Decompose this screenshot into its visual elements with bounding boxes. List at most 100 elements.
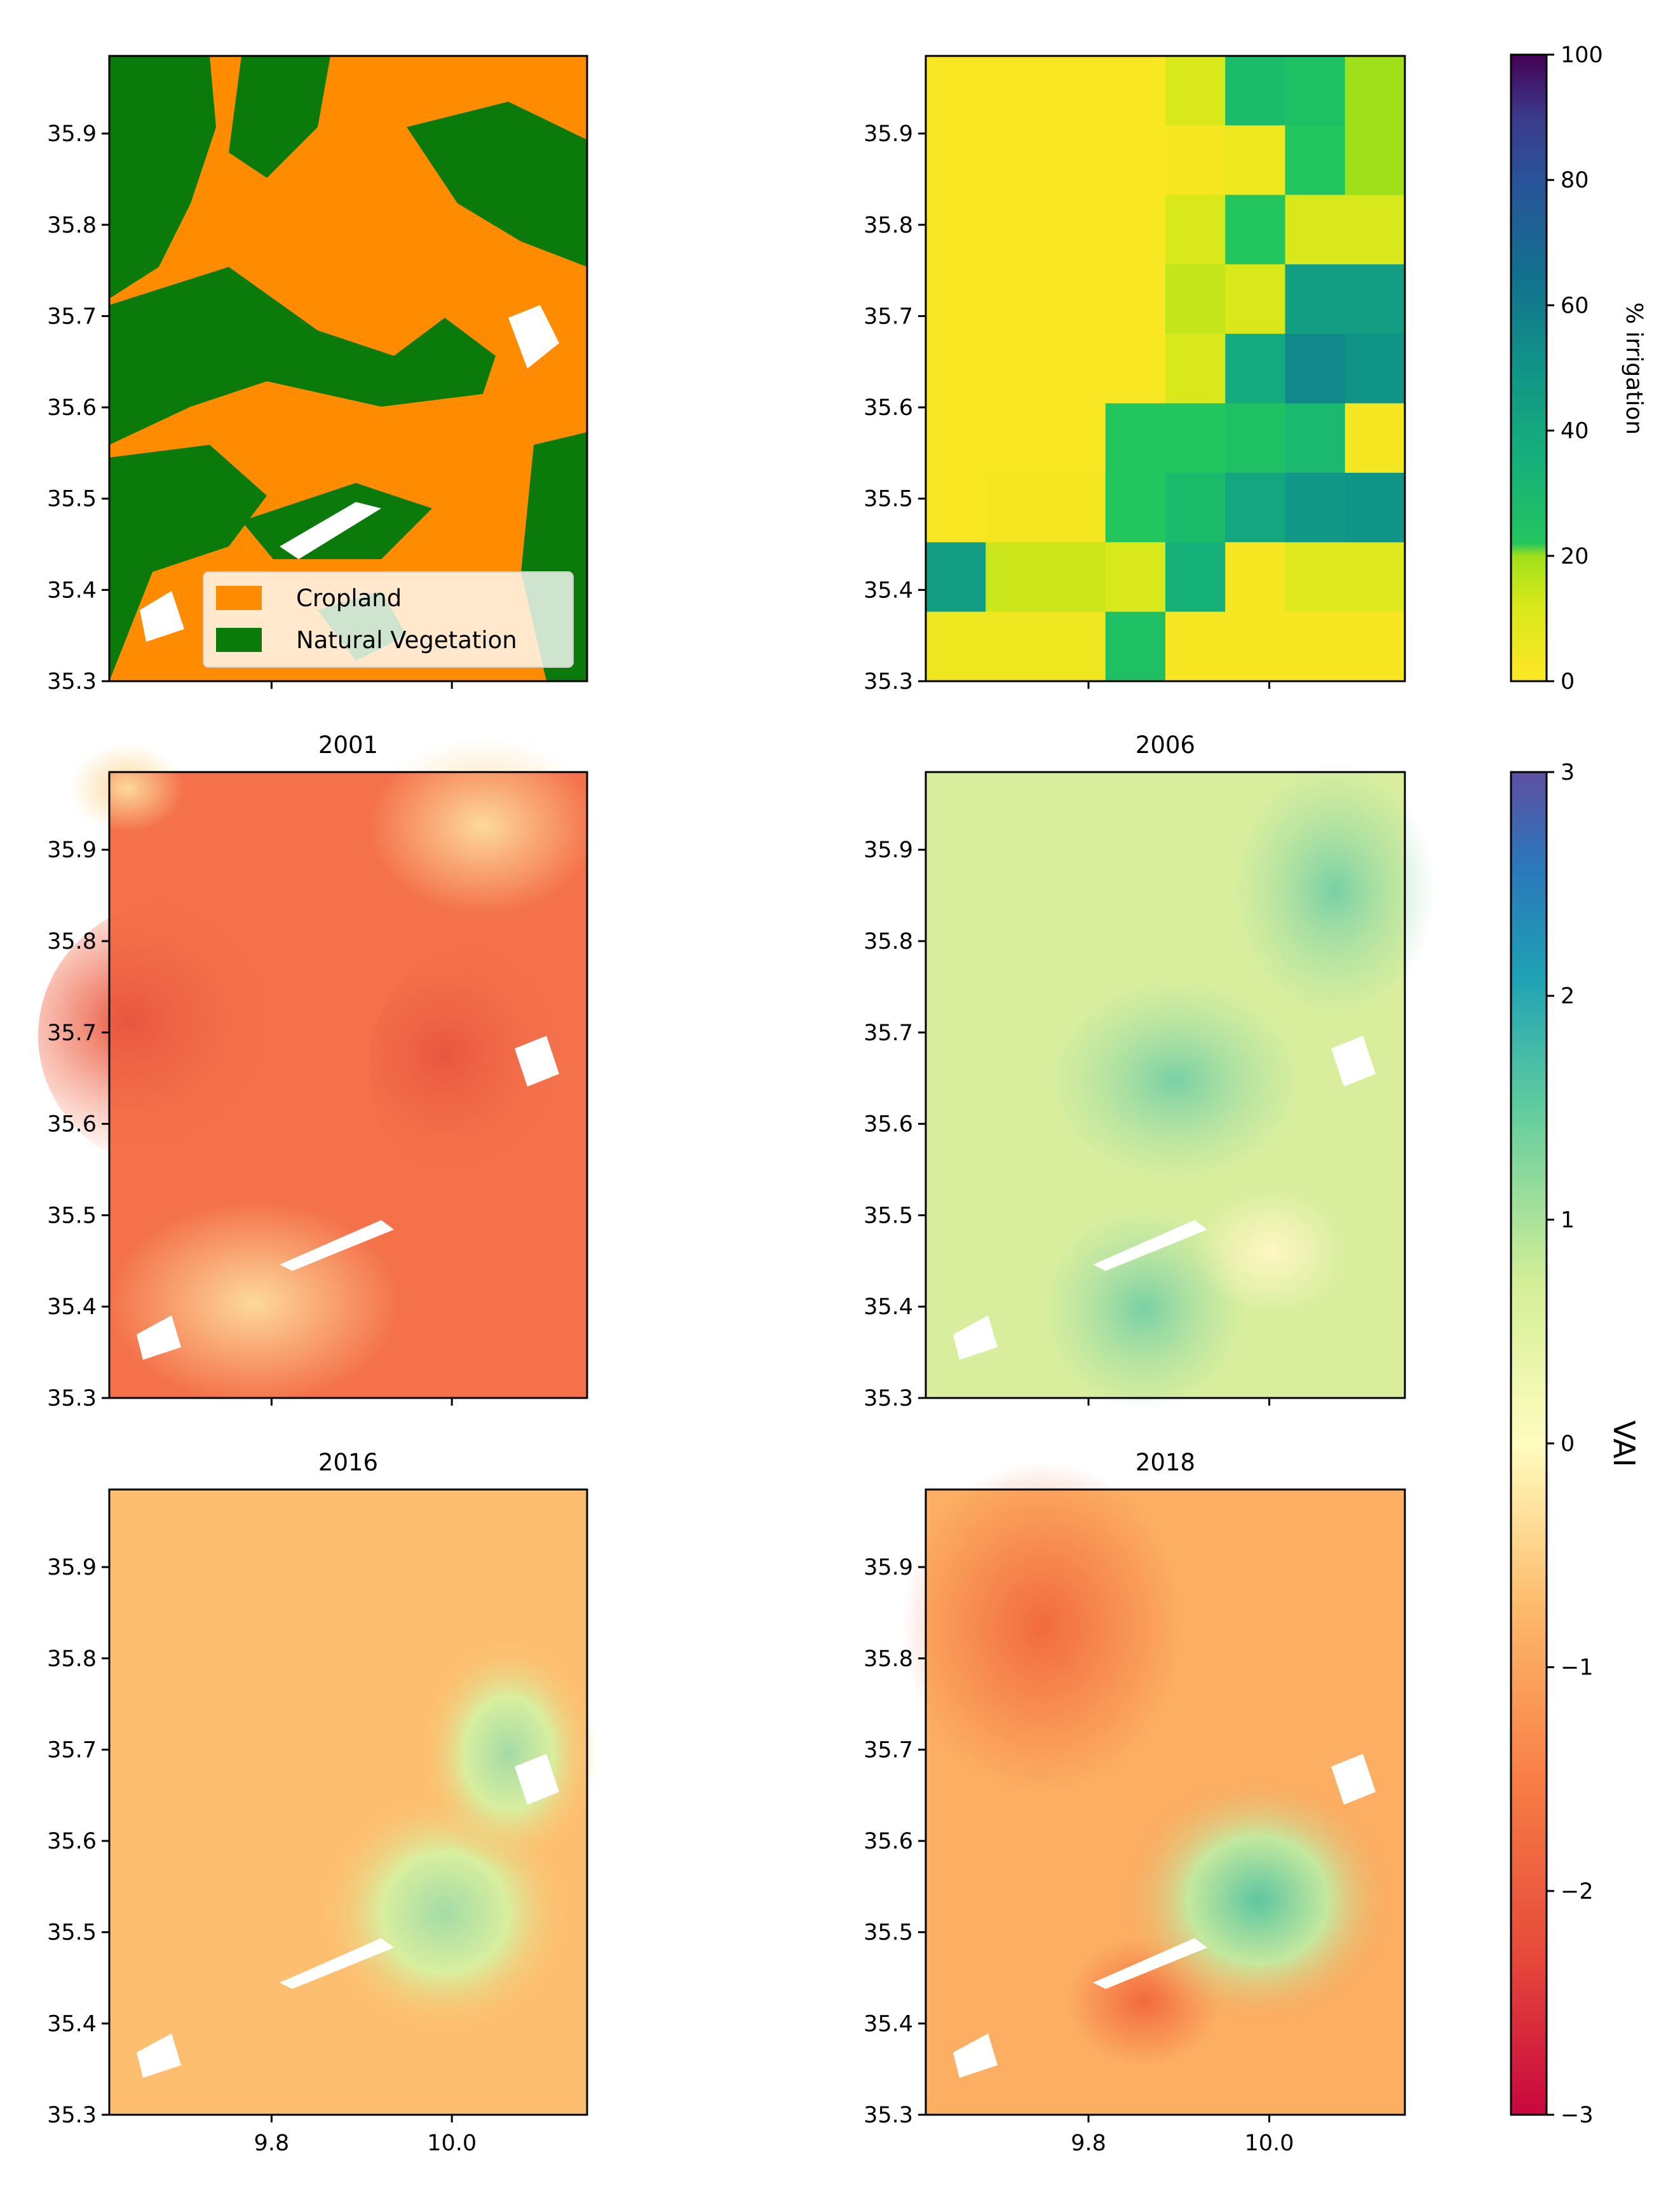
x-tick-label: 9.8	[1071, 2131, 1106, 2156]
nodata-patch	[515, 1754, 559, 1805]
irrigation-cell	[1225, 125, 1286, 196]
vai-blob	[1048, 979, 1303, 1182]
axes-frame	[925, 55, 1406, 682]
irrigation-cell	[1045, 334, 1106, 404]
y-tick-label: 35.6	[47, 1829, 97, 1854]
irrigation-cell	[1225, 403, 1286, 473]
irrigation-cell	[1345, 611, 1406, 682]
irrigation-cell	[1165, 542, 1226, 613]
axes-frame	[925, 771, 1406, 1399]
irrigation-cell	[1165, 194, 1226, 265]
irrigation-cell	[1345, 473, 1406, 543]
irrigation-cell	[986, 542, 1047, 613]
irrigation-cell	[1045, 194, 1106, 265]
nodata-patch	[280, 1938, 394, 1989]
irrigation-cell	[1285, 473, 1346, 543]
nodata-patch	[280, 1220, 394, 1271]
irrigation-cell	[1285, 334, 1346, 404]
irrigation-cell	[926, 334, 986, 404]
nodata-patch	[1093, 1220, 1207, 1271]
natveg-patch	[109, 267, 496, 445]
colorbar-tick-label: 1	[1561, 1207, 1575, 1233]
irrigation-cell	[1345, 125, 1406, 196]
nodata-patch	[953, 1315, 998, 1360]
y-tick-label: 35.3	[47, 2103, 97, 2128]
nodata-patch	[137, 1315, 181, 1360]
panel-irrigation	[925, 55, 1406, 682]
irrigation-cell	[1225, 194, 1286, 265]
irrigation-cell	[926, 542, 986, 613]
y-tick-label: 35.4	[47, 1294, 97, 1320]
irrigation-cell	[1165, 403, 1226, 473]
legend-swatch-natveg	[216, 628, 262, 652]
irrigation-cell	[1105, 334, 1166, 404]
irrigation-cell	[1045, 264, 1106, 334]
irrigation-cell	[926, 403, 986, 473]
irrigation-cell	[986, 194, 1047, 265]
colorbar-tick-label: −1	[1561, 1655, 1594, 1681]
colorbar-tick-label: 100	[1561, 43, 1603, 68]
irrigation-cell	[1045, 403, 1106, 473]
nodata-patch	[953, 2033, 998, 2078]
axis-ticks: 35.3 35.4 35.5 35.6 35.7 35.8 35.9 35.3 35.4 35.5…	[47, 43, 1603, 2156]
nodata-patch	[1331, 1754, 1376, 1805]
nodata-patch	[508, 305, 559, 369]
irrigation-cell	[1105, 473, 1166, 543]
vai-blob	[1233, 763, 1436, 1017]
panel-title-2001: 2001	[318, 731, 378, 759]
colorbar-tick-label: −3	[1561, 2103, 1594, 2128]
y-tick-label: 35.5	[47, 1920, 97, 1946]
colorbar-tick-label: 3	[1561, 760, 1575, 785]
irrigation-cell	[1045, 473, 1106, 543]
y-tick-label: 35.4	[47, 2011, 97, 2037]
y-tick-label: 35.9	[864, 121, 913, 147]
irrigation-cell	[1165, 473, 1226, 543]
irrigation-cell	[986, 334, 1047, 404]
natvey-patch	[109, 56, 216, 299]
axes-frame	[108, 771, 588, 1399]
irrigation-cell	[1225, 264, 1286, 334]
irrigation-cell	[926, 264, 986, 334]
nodata-patch	[515, 1036, 559, 1087]
irrigation-cell	[1345, 542, 1406, 613]
natveg-patch	[229, 56, 330, 178]
nodata-patch	[1331, 1036, 1376, 1087]
irrigation-cell	[1045, 542, 1106, 613]
panel-2006: 2006	[925, 731, 1436, 1411]
irrigation-cell	[1105, 542, 1166, 613]
y-tick-label: 35.8	[864, 929, 913, 954]
y-tick-label: 35.7	[47, 1737, 97, 1763]
irrigation-cell	[1225, 473, 1286, 543]
colorbar-tick-label: 0	[1561, 1432, 1575, 1457]
y-tick-label: 35.7	[864, 1737, 913, 1763]
y-tick-label: 35.3	[864, 2103, 913, 2128]
irrigation-cell	[986, 56, 1047, 126]
y-tick-label: 35.6	[864, 1829, 913, 1854]
y-tick-label: 35.9	[864, 838, 913, 863]
panel-2001: 2001	[38, 731, 623, 1404]
irrigation-cell	[1045, 56, 1106, 126]
irrigation-cell	[1165, 264, 1226, 334]
irrigation-cell	[1345, 56, 1406, 126]
irrigation-cell	[1045, 611, 1106, 682]
irrigation-cell	[1285, 542, 1346, 613]
y-tick-label: 35.4	[47, 578, 97, 603]
irrigation-cell	[1105, 403, 1166, 473]
y-tick-label: 35.5	[47, 1203, 97, 1228]
irrigation-cell	[986, 473, 1047, 543]
nodata-patch	[137, 2033, 181, 2078]
irrigation-cell	[1165, 611, 1226, 682]
irrigation-cell	[1285, 403, 1346, 473]
irrigation-cell	[1105, 264, 1166, 334]
y-tick-label: 35.6	[864, 395, 913, 421]
y-tick-label: 35.3	[47, 669, 97, 695]
vai-blob	[1195, 1188, 1347, 1315]
irrigation-cell	[1225, 611, 1286, 682]
irrigation-cell	[1105, 56, 1166, 126]
irrigation-cell	[1165, 334, 1226, 404]
irrigation-cell	[1225, 56, 1286, 126]
irrigation-cell	[1285, 194, 1346, 265]
x-tick-label: 10.0	[1245, 2131, 1294, 2156]
irrigation-cell	[986, 403, 1047, 473]
